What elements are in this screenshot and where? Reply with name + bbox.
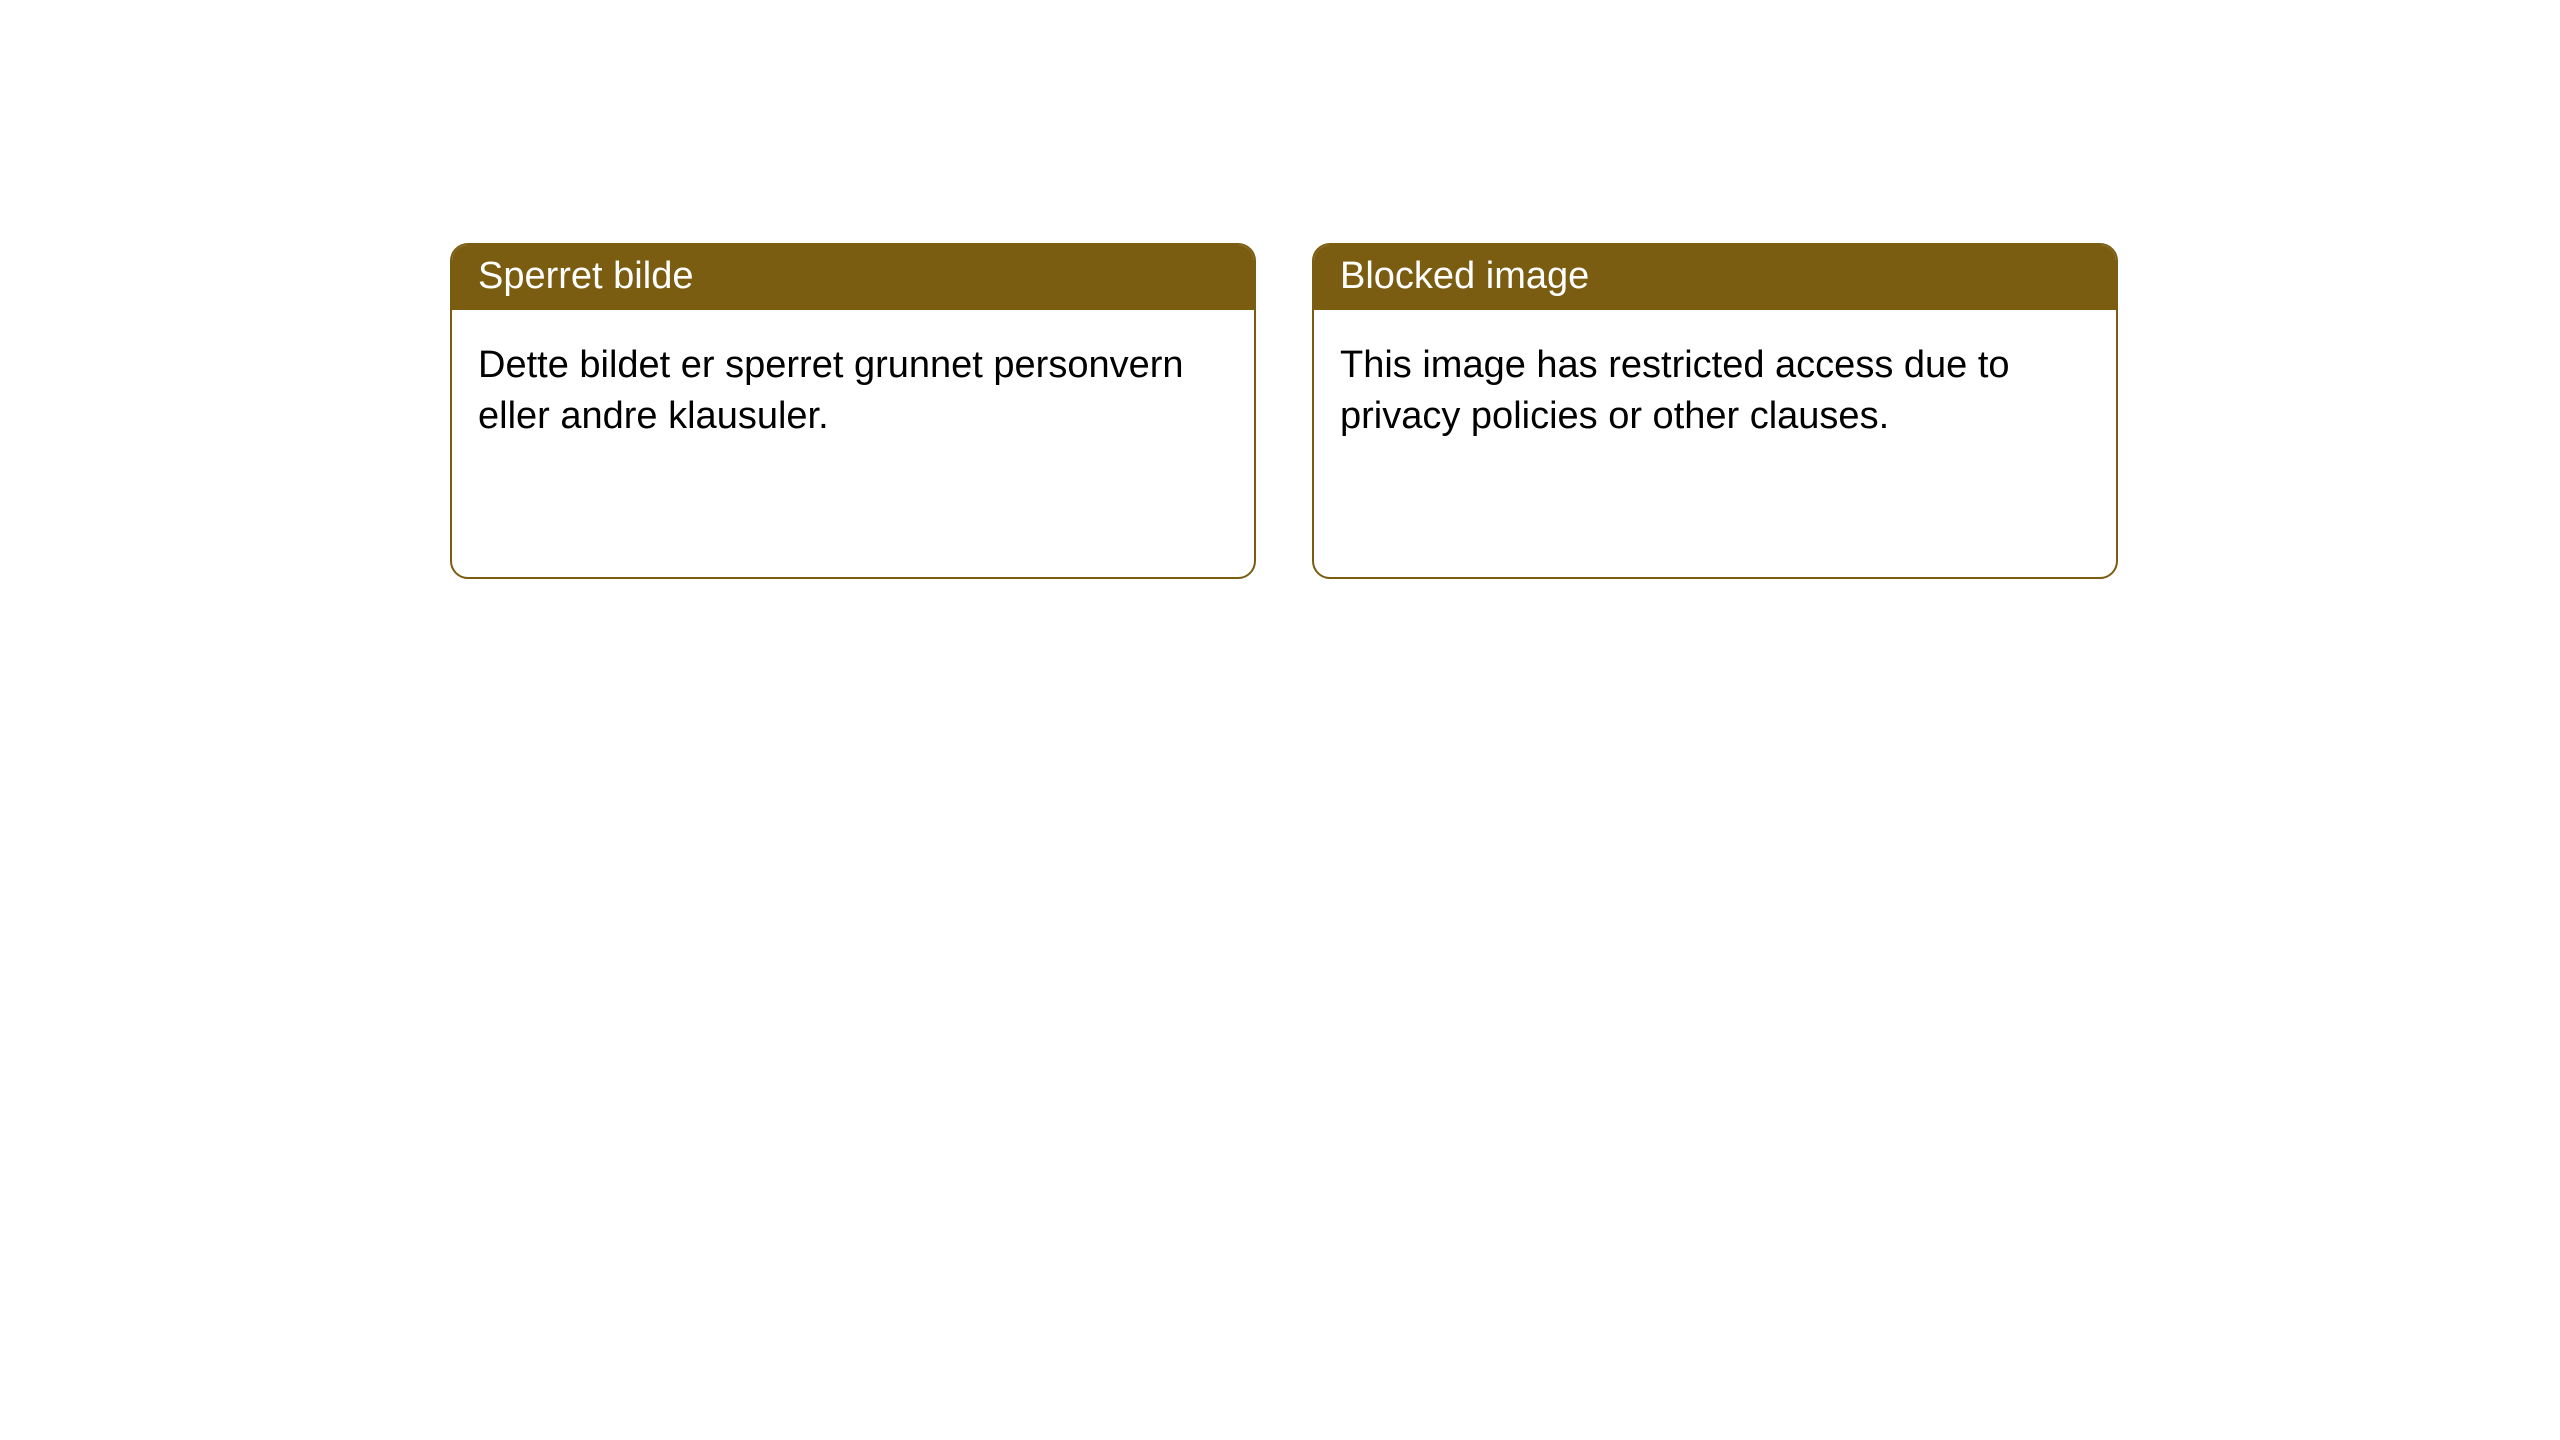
notice-card-english: Blocked image This image has restricted …	[1312, 243, 2118, 579]
notice-card-norwegian: Sperret bilde Dette bildet er sperret gr…	[450, 243, 1256, 579]
card-body: Dette bildet er sperret grunnet personve…	[452, 310, 1254, 473]
card-body: This image has restricted access due to …	[1314, 310, 2116, 473]
card-header: Blocked image	[1314, 245, 2116, 310]
card-header: Sperret bilde	[452, 245, 1254, 310]
notice-container: Sperret bilde Dette bildet er sperret gr…	[450, 243, 2118, 579]
